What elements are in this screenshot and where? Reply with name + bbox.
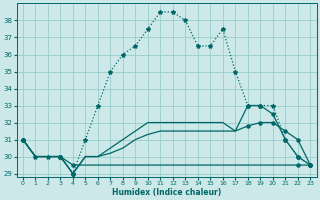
X-axis label: Humidex (Indice chaleur): Humidex (Indice chaleur) — [112, 188, 221, 197]
